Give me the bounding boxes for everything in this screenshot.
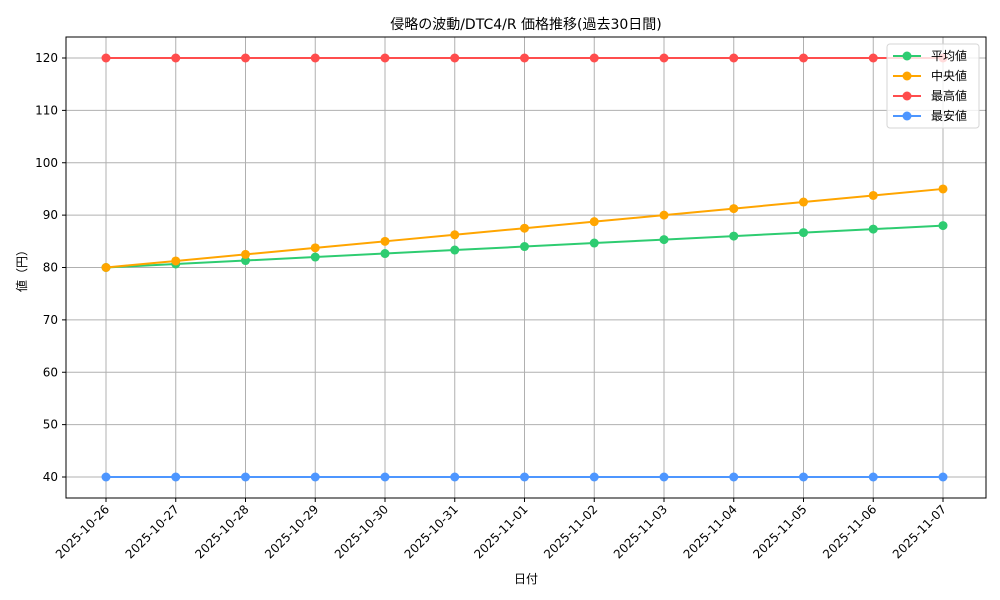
data-point bbox=[589, 472, 599, 482]
data-point bbox=[380, 249, 390, 259]
grid-lines bbox=[66, 37, 986, 498]
data-point bbox=[520, 223, 529, 233]
data-point bbox=[310, 243, 320, 253]
series-2 bbox=[101, 53, 948, 63]
data-point bbox=[520, 242, 529, 252]
x-tick-label: 2025-11-03 bbox=[611, 502, 670, 561]
legend-label: 最安値 bbox=[931, 108, 967, 123]
data-point bbox=[659, 235, 669, 245]
data-point bbox=[589, 217, 599, 227]
data-point bbox=[520, 53, 529, 63]
y-tick-label: 120 bbox=[35, 51, 58, 65]
series-3 bbox=[101, 472, 948, 482]
legend-box bbox=[886, 43, 980, 129]
legend-item: 中央値 bbox=[893, 68, 967, 83]
data-point bbox=[450, 245, 460, 255]
data-point bbox=[589, 238, 599, 248]
x-tick-label: 2025-11-06 bbox=[820, 502, 879, 561]
y-tick-label: 110 bbox=[35, 103, 58, 117]
legend-marker bbox=[902, 91, 912, 101]
x-tick-label: 2025-11-05 bbox=[750, 502, 809, 561]
legend-marker bbox=[902, 71, 912, 81]
data-point bbox=[938, 184, 948, 194]
data-point bbox=[241, 53, 250, 63]
y-tick-label: 50 bbox=[43, 418, 58, 432]
legend-item: 最安値 bbox=[893, 108, 967, 123]
x-tick-label: 2025-11-04 bbox=[681, 502, 740, 561]
y-tick-label: 100 bbox=[35, 156, 58, 170]
legend-label: 最高値 bbox=[931, 88, 967, 103]
x-tick-label: 2025-11-02 bbox=[541, 502, 600, 561]
x-axis-label: 日付 bbox=[514, 572, 538, 586]
data-point bbox=[659, 210, 669, 220]
x-tick-label: 2025-10-28 bbox=[192, 502, 251, 561]
data-point bbox=[380, 472, 390, 482]
x-tick-label: 2025-11-01 bbox=[471, 502, 530, 561]
data-point bbox=[101, 263, 111, 272]
series-layer bbox=[101, 53, 948, 482]
x-tick-label: 2025-10-29 bbox=[262, 502, 321, 561]
data-point bbox=[729, 204, 739, 214]
data-point bbox=[799, 53, 808, 63]
data-point bbox=[938, 472, 948, 482]
data-point bbox=[171, 472, 181, 482]
x-tick-label: 2025-10-27 bbox=[123, 502, 182, 561]
x-axis: 2025-10-26 2025-10-27 2025-10-28 2025-10-29… bbox=[53, 498, 949, 561]
chart-title: 侵略の波動/DTC4/R 価格推移(過去30日間) bbox=[390, 16, 662, 33]
data-point bbox=[171, 256, 181, 266]
legend-marker bbox=[902, 51, 912, 61]
data-point bbox=[729, 472, 739, 482]
legend-item: 最高値 bbox=[893, 88, 967, 103]
data-point bbox=[310, 472, 320, 482]
legend-marker bbox=[902, 111, 912, 121]
data-point bbox=[868, 472, 878, 482]
data-point bbox=[938, 221, 948, 231]
data-point bbox=[659, 53, 669, 63]
data-point bbox=[520, 472, 529, 482]
data-point bbox=[171, 53, 181, 63]
data-point bbox=[450, 472, 460, 482]
x-tick-label: 2025-10-31 bbox=[402, 502, 461, 561]
y-tick-label: 70 bbox=[43, 313, 58, 327]
data-point bbox=[380, 236, 390, 246]
data-point bbox=[310, 252, 320, 262]
data-point bbox=[799, 472, 808, 482]
data-point bbox=[380, 53, 390, 63]
data-point bbox=[799, 228, 808, 238]
y-tick-label: 80 bbox=[43, 261, 58, 275]
data-point bbox=[868, 53, 878, 63]
x-tick-label: 2025-10-30 bbox=[332, 502, 391, 561]
y-tick-label: 90 bbox=[43, 208, 58, 222]
series-1 bbox=[101, 184, 948, 272]
data-point bbox=[241, 472, 250, 482]
data-point bbox=[868, 224, 878, 234]
y-tick-label: 40 bbox=[43, 470, 58, 484]
legend-item: 平均値 bbox=[893, 48, 967, 63]
data-point bbox=[450, 53, 460, 63]
x-tick-label: 2025-11-07 bbox=[890, 502, 949, 561]
y-axis: 40 50 60 70 80 90 100 110 120 bbox=[35, 51, 66, 484]
legend-label: 中央値 bbox=[931, 68, 967, 83]
legend-label: 平均値 bbox=[931, 48, 967, 63]
data-point bbox=[729, 231, 739, 241]
data-point bbox=[310, 53, 320, 63]
data-point bbox=[450, 230, 460, 240]
data-point bbox=[729, 53, 739, 63]
data-point bbox=[799, 197, 808, 207]
y-tick-label: 60 bbox=[43, 365, 58, 379]
data-point bbox=[659, 472, 669, 482]
data-point bbox=[868, 190, 878, 200]
data-point bbox=[589, 53, 599, 63]
y-axis-label: 値（円） bbox=[14, 244, 29, 292]
data-point bbox=[241, 249, 250, 259]
data-point bbox=[101, 53, 111, 63]
x-tick-label: 2025-10-26 bbox=[53, 502, 112, 561]
data-point bbox=[101, 472, 111, 482]
